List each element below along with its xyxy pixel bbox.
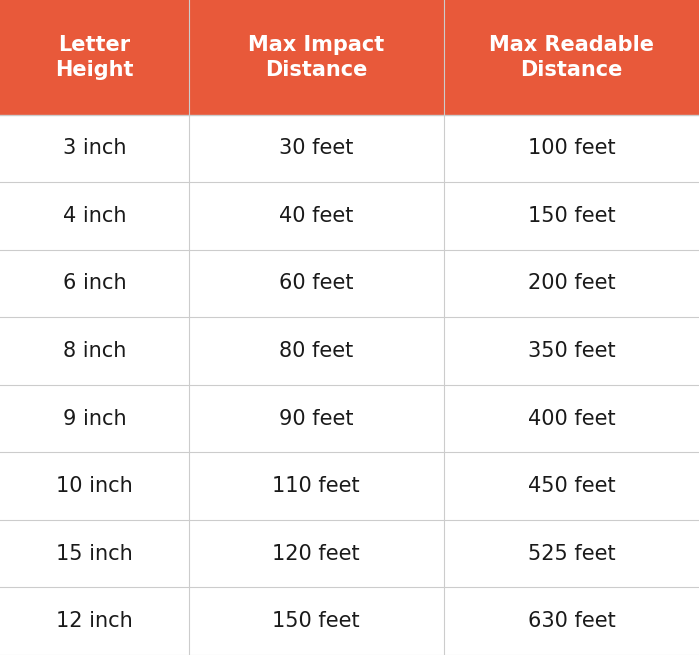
Text: 630 feet: 630 feet [528,611,615,631]
Bar [444,115,699,182]
Bar [444,317,699,385]
Text: 6 inch: 6 inch [62,274,127,293]
Bar [189,182,444,250]
Text: 30 feet: 30 feet [279,138,354,159]
Bar [0,588,189,655]
Bar [189,520,444,588]
Text: 150 feet: 150 feet [273,611,360,631]
Bar [189,317,444,385]
Bar [0,385,189,453]
Bar [0,0,699,115]
Bar [189,453,444,520]
Bar [189,385,444,453]
Bar [444,520,699,588]
Text: 9 inch: 9 inch [62,409,127,428]
Text: 400 feet: 400 feet [528,409,615,428]
Bar [0,115,189,182]
Bar [444,453,699,520]
Text: Max Readable
Distance: Max Readable Distance [489,35,654,80]
Text: Max Impact
Distance: Max Impact Distance [248,35,384,80]
Text: Letter
Height: Letter Height [55,35,134,80]
Bar [444,385,699,453]
Text: 15 inch: 15 inch [56,544,133,564]
Bar [189,115,444,182]
Text: 200 feet: 200 feet [528,274,615,293]
Text: 3 inch: 3 inch [63,138,126,159]
Text: 100 feet: 100 feet [528,138,615,159]
Text: 525 feet: 525 feet [528,544,615,564]
Text: 40 feet: 40 feet [279,206,354,226]
Text: 110 feet: 110 feet [273,476,360,496]
Bar [0,182,189,250]
Bar [0,250,189,317]
Bar [444,250,699,317]
Bar [0,520,189,588]
Bar [0,453,189,520]
Bar [189,588,444,655]
Text: 10 inch: 10 inch [56,476,133,496]
Text: 150 feet: 150 feet [528,206,615,226]
Text: 12 inch: 12 inch [56,611,133,631]
Text: 350 feet: 350 feet [528,341,615,361]
Text: 8 inch: 8 inch [63,341,126,361]
Text: 4 inch: 4 inch [63,206,126,226]
Bar [0,317,189,385]
Text: 90 feet: 90 feet [279,409,354,428]
Bar [444,588,699,655]
Bar [189,250,444,317]
Text: 60 feet: 60 feet [279,274,354,293]
Text: 120 feet: 120 feet [273,544,360,564]
Text: 80 feet: 80 feet [279,341,354,361]
Bar [444,182,699,250]
Text: 450 feet: 450 feet [528,476,615,496]
